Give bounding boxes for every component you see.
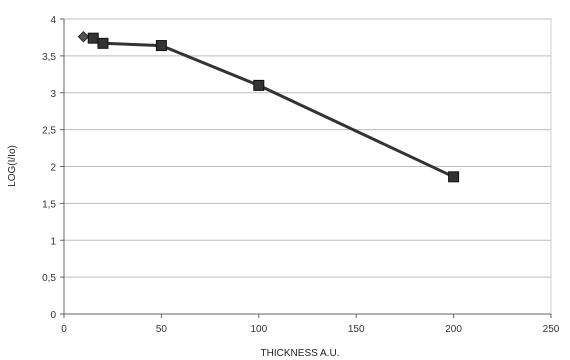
y-tick-label: 0 <box>50 310 56 321</box>
y-axis-title: LOG(I/Io) <box>7 145 18 187</box>
y-tick-labels: 0 0,5 1 1,5 2 2,5 3 3,5 4 <box>42 15 56 321</box>
data-point-diamond <box>77 30 90 43</box>
x-tick-label: 50 <box>156 324 168 335</box>
data-point-square <box>97 37 109 49</box>
grid-lines <box>64 18 551 278</box>
y-tick-label: 3 <box>50 89 56 100</box>
x-tick-labels: 0 50 100 150 200 250 <box>61 324 560 335</box>
axes <box>60 18 552 318</box>
series-layer <box>77 30 460 183</box>
y-tick-label: 3,5 <box>42 52 56 63</box>
x-tick-label: 200 <box>445 324 462 335</box>
y-tick-label: 2,5 <box>42 126 56 137</box>
y-tick-label: 1,5 <box>42 199 56 210</box>
x-axis-title: THICKNESS A.U. <box>261 348 340 359</box>
x-tick-label: 250 <box>543 324 560 335</box>
x-tick-label: 150 <box>348 324 365 335</box>
y-tick-label: 1 <box>50 236 56 247</box>
data-point-square <box>448 171 460 183</box>
data-point-square <box>87 32 99 44</box>
x-tick-label: 100 <box>250 324 267 335</box>
y-tick-label: 4 <box>50 15 56 26</box>
y-tick-label: 2 <box>50 163 56 174</box>
x-tick-label: 0 <box>61 324 67 335</box>
data-point-square <box>253 79 265 91</box>
y-tick-label: 0,5 <box>42 273 56 284</box>
data-point-square <box>155 40 167 52</box>
